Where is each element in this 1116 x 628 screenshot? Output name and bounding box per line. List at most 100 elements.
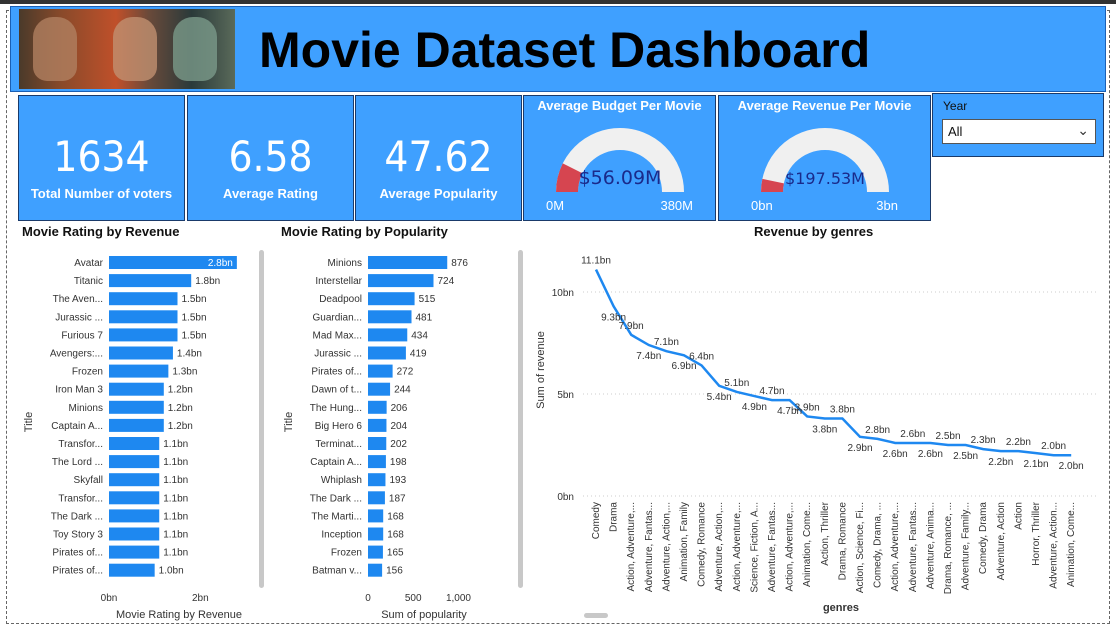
data-label: 1.5bn xyxy=(182,294,207,305)
bar xyxy=(109,491,160,505)
y-tick-label: Deadpool xyxy=(319,294,362,305)
data-label: 2.5bn xyxy=(935,431,960,442)
bar xyxy=(109,364,169,378)
bar xyxy=(109,346,173,360)
kpi-value: 47.62 xyxy=(384,132,493,181)
bar xyxy=(368,437,387,450)
x-tick-label: Adventure, Fantas... xyxy=(644,502,655,592)
data-label: 272 xyxy=(397,367,414,378)
y-tick-label: Guardian... xyxy=(313,312,362,323)
y-tick-label: Transfor... xyxy=(58,493,103,504)
bar xyxy=(368,473,386,487)
y-tick-label: Dawn of t... xyxy=(311,385,362,396)
data-label: 5.1bn xyxy=(724,378,749,389)
y-tick-label: Captain A... xyxy=(51,421,103,432)
data-label: 206 xyxy=(391,403,408,414)
header-banner: Movie Dataset Dashboard xyxy=(10,6,1106,92)
x-tick-label: Drama, Romance xyxy=(837,502,848,581)
y-tick-label: Avengers:... xyxy=(50,349,103,360)
bar xyxy=(109,473,160,487)
y-tick-label: Batman v... xyxy=(312,566,362,577)
bar xyxy=(368,310,412,324)
bar xyxy=(368,563,383,577)
bar xyxy=(109,437,160,450)
y-tick-label: Pirates of... xyxy=(311,367,362,378)
gauge-min: 0M xyxy=(546,198,565,213)
gauge-min: 0bn xyxy=(751,198,773,213)
gauge-card-revenue: Average Revenue Per Movie $197.53M 0bn 3… xyxy=(718,95,931,221)
data-label: 434 xyxy=(411,330,428,341)
y-tick-label: 5bn xyxy=(557,390,574,401)
x-axis-label: Movie Rating by Revenue xyxy=(116,609,242,621)
y-tick-label: Pirates of... xyxy=(52,548,103,559)
x-tick-label: Comedy xyxy=(591,502,602,539)
y-tick-label: Interstellar xyxy=(315,276,362,287)
chart-title-popularity: Movie Rating by Popularity xyxy=(281,224,448,239)
revenue-bar-chart: Avatar 2.8bn Titanic 1.8bn The Aven... 1.5bn J… xyxy=(23,256,242,621)
y-tick-label: 10bn xyxy=(552,288,574,299)
gauge-card-budget: Average Budget Per Movie $56.09M 0M 380M xyxy=(523,95,716,221)
y-tick-label: Furious 7 xyxy=(61,330,103,341)
x-tick-label: Animation, Come... xyxy=(802,502,813,587)
data-label: 168 xyxy=(387,530,404,541)
x-tick-label: Action, Adventure,... xyxy=(732,502,743,592)
x-tick-label: Horror, Thriller xyxy=(1031,501,1042,565)
data-label: 876 xyxy=(451,258,468,269)
data-label: 1.8bn xyxy=(195,276,220,287)
bar xyxy=(109,509,160,523)
horizontal-scrollbar[interactable] xyxy=(584,613,608,618)
bar xyxy=(368,418,387,432)
data-label: 2.6bn xyxy=(918,449,943,460)
data-label: 6.4bn xyxy=(689,351,714,362)
data-label: 1.5bn xyxy=(182,330,207,341)
x-tick-label: Adventure, Fantas... xyxy=(908,502,919,592)
y-tick-label: Avatar xyxy=(74,258,103,269)
bar xyxy=(368,382,391,396)
bar xyxy=(368,545,383,559)
gauge-fill xyxy=(556,163,583,193)
chart-scrollbar[interactable] xyxy=(518,250,523,588)
gauge-title: Average Budget Per Movie xyxy=(537,98,702,113)
data-label: 2.0bn xyxy=(1059,461,1084,472)
y-tick-label: Transfor... xyxy=(58,439,103,450)
x-axis-label: genres xyxy=(823,602,859,614)
y-tick-label: Minions xyxy=(69,403,103,414)
x-tick-label: Adventure, Fantas... xyxy=(767,502,778,592)
x-tick-label: Drama, Romance, ... xyxy=(943,502,954,594)
data-label: 202 xyxy=(390,439,407,450)
bar xyxy=(109,455,160,469)
data-label: 2.6bn xyxy=(883,449,908,460)
gauge-value: $56.09M xyxy=(579,167,662,189)
y-tick-label: Pirates of... xyxy=(52,566,103,577)
data-label: 2.6bn xyxy=(900,429,925,440)
chevron-down-icon[interactable]: ⌄ xyxy=(1077,122,1089,138)
data-label: 1.1bn xyxy=(163,457,188,468)
data-label: 1.1bn xyxy=(163,511,188,522)
data-label: 6.9bn xyxy=(671,361,696,372)
y-axis-label: Title xyxy=(283,412,295,432)
bar xyxy=(109,310,178,324)
year-dropdown[interactable]: All ⌄ xyxy=(942,119,1096,144)
y-tick-label: The Lord ... xyxy=(52,457,103,468)
y-tick-label: Toy Story 3 xyxy=(53,530,103,541)
chart-scrollbar[interactable] xyxy=(259,250,264,588)
data-label: 165 xyxy=(387,548,404,559)
x-tick-label: Animation, Come... xyxy=(1066,502,1077,587)
x-tick-label: Action, Adventure,... xyxy=(785,502,796,592)
series-line xyxy=(594,269,1072,457)
bar xyxy=(368,509,384,523)
bar xyxy=(368,274,434,288)
data-label: 187 xyxy=(389,493,406,504)
kpi-label: Average Rating xyxy=(223,186,318,201)
x-tick-label: Comedy, Romance xyxy=(697,502,708,587)
data-label: 168 xyxy=(387,511,404,522)
data-label: 156 xyxy=(386,566,403,577)
bar xyxy=(109,400,164,414)
data-label: 481 xyxy=(416,312,433,323)
data-label: 7.9bn xyxy=(619,321,644,332)
x-axis-label: Sum of popularity xyxy=(381,609,467,621)
y-tick-label: Terminat... xyxy=(315,439,362,450)
x-tick-label: Science, Fiction, A... xyxy=(749,502,760,593)
y-tick-label: Frozen xyxy=(331,548,362,559)
data-label: 1.1bn xyxy=(163,530,188,541)
